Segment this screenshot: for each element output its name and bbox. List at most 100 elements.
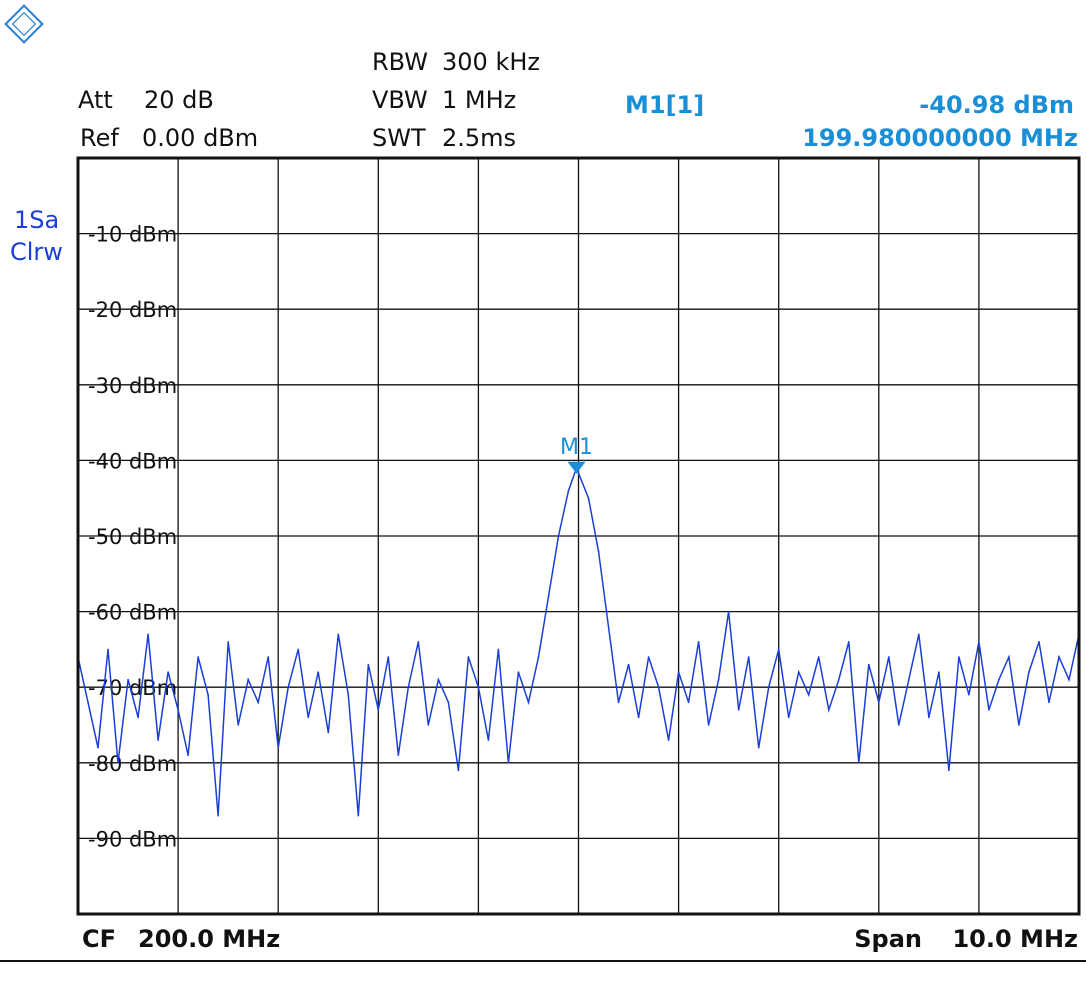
trace-point: [607, 625, 610, 628]
y-tick-labels: -10 dBm -20 dBm -30 dBm -40 dBm -50 dBm -60 d…: [88, 223, 177, 852]
trace-point: [677, 671, 680, 673]
trace-point: [1028, 671, 1030, 673]
trace-point: [597, 550, 600, 552]
trace-point: [908, 678, 910, 681]
trace-point: [767, 686, 770, 688]
marker-name: M1[1]: [625, 91, 705, 119]
plot-grid: [78, 158, 1079, 914]
trace-point: [447, 701, 450, 704]
trace-point: [477, 686, 480, 688]
y-tick-label: -80 dBm: [88, 752, 177, 776]
span-label: Span: [854, 925, 922, 953]
trace-point: [377, 709, 380, 711]
trace-point: [888, 656, 890, 658]
y-tick-label: -20 dBm: [88, 298, 177, 322]
trace-point: [107, 648, 109, 651]
trace-point: [998, 678, 1000, 681]
trace-point: [898, 724, 900, 726]
trace-point: [958, 656, 960, 658]
trace-point: [297, 648, 300, 651]
trace-point: [237, 724, 239, 726]
trace-point: [918, 633, 920, 636]
trace-point: [587, 497, 590, 500]
ref-label: Ref: [80, 124, 119, 152]
trace-point: [97, 746, 99, 749]
trace-point: [147, 633, 149, 636]
swt-value: 2.5ms: [442, 124, 517, 152]
trace-point: [417, 641, 420, 643]
vbw-label: VBW: [372, 86, 428, 114]
y-tick-label: -40 dBm: [88, 449, 177, 473]
trace-point: [257, 701, 259, 704]
span-value: 10.0 MHz: [952, 925, 1078, 953]
trace-point: [517, 671, 520, 673]
trace-point: [627, 663, 630, 666]
trace-point: [697, 641, 700, 643]
trace-point: [737, 709, 740, 711]
trace-point: [807, 693, 810, 696]
trace-point: [467, 656, 470, 658]
plot-frame: [76, 156, 1081, 916]
y-tick-label: -30 dBm: [88, 374, 177, 398]
trace-point: [797, 671, 800, 673]
trace-point: [547, 595, 550, 598]
trace-point: [187, 754, 189, 757]
trace-point: [247, 678, 249, 681]
trace-point: [827, 709, 830, 711]
trace-point: [407, 686, 410, 688]
y-tick-label: -90 dBm: [88, 827, 177, 851]
trace-point: [988, 709, 990, 711]
trace-point: [527, 701, 530, 704]
trace-point: [177, 709, 179, 711]
y-tick-label: -10 dBm: [88, 223, 177, 247]
trace-point: [747, 656, 750, 658]
trace-mode: Clrw: [10, 238, 63, 266]
trace-point: [307, 716, 310, 719]
trace-point: [857, 762, 860, 764]
marker-layer: M1: [560, 435, 593, 474]
trace-point: [277, 746, 280, 749]
trace-point: [847, 641, 850, 643]
trace-point: [167, 671, 169, 673]
vbw-value: 1 MHz: [442, 86, 517, 114]
center-frequency-label: CF: [82, 925, 117, 953]
trace-point: [928, 716, 930, 719]
trace-point: [387, 656, 390, 658]
trace-point: [267, 656, 269, 658]
trace-point: [87, 701, 89, 704]
rohde-schwarz-logo-icon: [4, 4, 44, 44]
trace-point: [357, 814, 360, 817]
trace-point: [327, 731, 330, 734]
trace-point: [867, 663, 870, 666]
att-label: Att: [78, 86, 113, 114]
swt-label: SWT: [372, 124, 426, 152]
trace-point: [487, 739, 490, 741]
trace-point: [727, 610, 730, 613]
rbw-value: 300 kHz: [442, 48, 540, 76]
trace-point: [938, 671, 940, 673]
trace-point: [337, 633, 340, 636]
trace-point: [117, 762, 119, 764]
bottom-divider: [0, 960, 1086, 962]
marker-triangle-icon: [567, 461, 586, 474]
trace-point: [287, 686, 290, 688]
marker-level: -40.98 dBm: [919, 91, 1074, 119]
trace-point: [497, 648, 500, 651]
trace-point: [457, 769, 460, 772]
trace-point: [687, 701, 690, 704]
trace-point: [637, 716, 640, 719]
trace-point: [227, 641, 229, 643]
trace-point: [367, 663, 370, 666]
center-frequency-value: 200.0 MHz: [138, 925, 281, 953]
trace-point: [217, 814, 219, 817]
marker-label: M1: [560, 435, 593, 460]
ref-value: 0.00 dBm: [142, 124, 259, 152]
trace-point: [757, 746, 760, 749]
trace-point: [557, 535, 560, 537]
trace-point: [837, 678, 840, 681]
marker-frequency: 199.980000000 MHz: [802, 124, 1078, 152]
trace-point: [427, 724, 430, 726]
trace-point: [1058, 656, 1060, 658]
trace-point: [127, 678, 129, 681]
